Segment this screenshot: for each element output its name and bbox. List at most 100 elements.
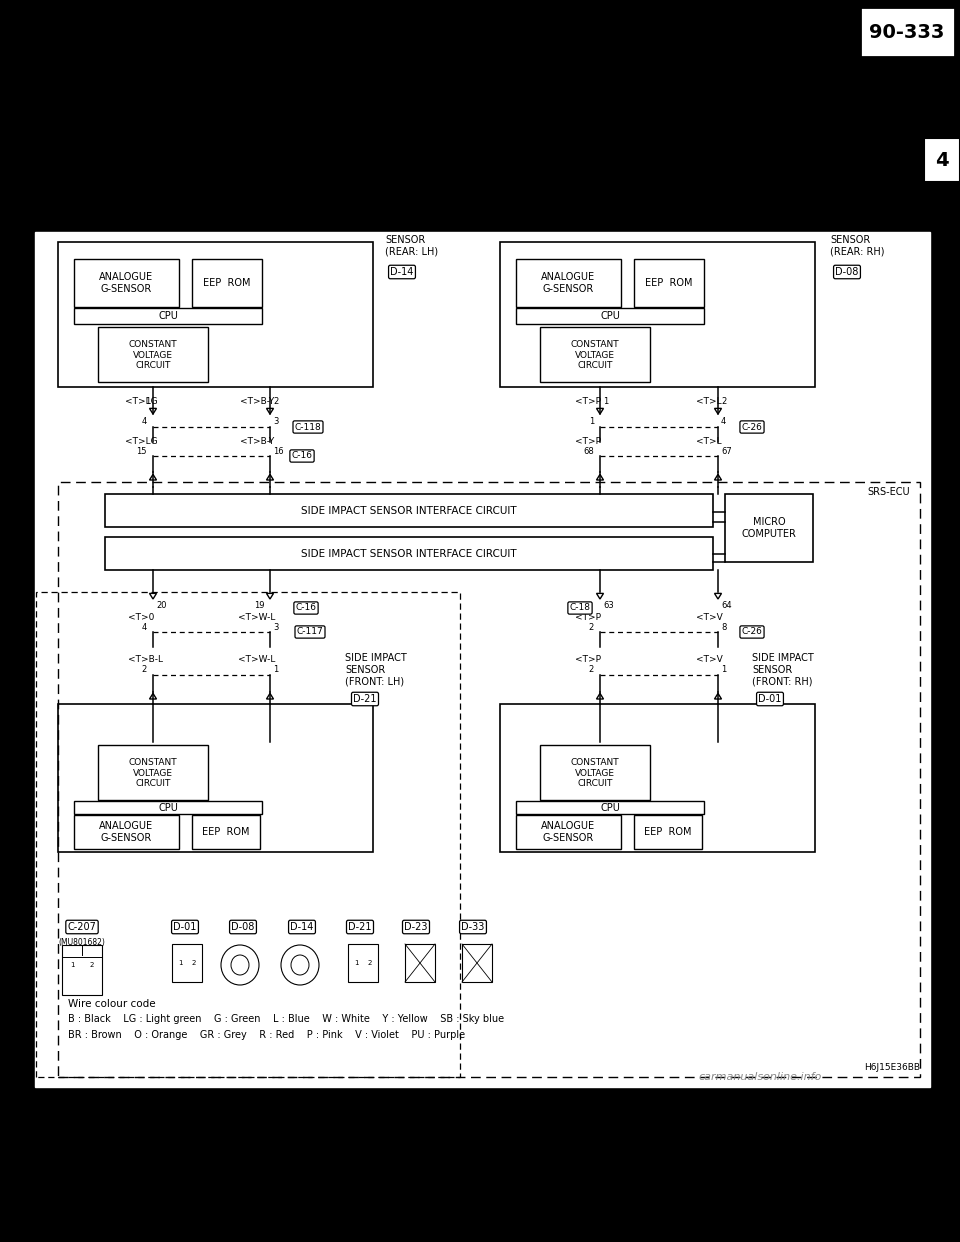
Text: 63: 63 [603,600,613,610]
Text: C-117: C-117 [297,627,324,636]
Text: C-16: C-16 [296,604,317,612]
Text: 2: 2 [192,960,196,966]
Text: <T>P: <T>P [575,437,601,447]
Text: D-08: D-08 [231,922,254,932]
Text: carmanualsonline.info: carmanualsonline.info [698,1072,822,1082]
Text: <T>B-L: <T>B-L [128,656,163,664]
Text: <T>P: <T>P [575,656,601,664]
Bar [74,260,179,307]
Text: BR : Brown    O : Orange    GR : Grey    R : Red    P : Pink    V : Violet    PU: BR : Brown O : Orange GR : Grey R : Red … [68,1030,466,1040]
Text: 20: 20 [156,600,166,610]
Text: <T>P: <T>P [575,614,601,622]
Text: 4: 4 [142,622,147,631]
Bar [62,945,102,995]
Text: EEP  ROM: EEP ROM [645,278,693,288]
Text: EEP  ROM: EEP ROM [203,827,250,837]
Bar [725,494,813,561]
Bar [860,7,955,57]
Text: 19: 19 [254,600,265,610]
Text: <T>B-Y: <T>B-Y [240,437,275,447]
Text: CONSTANT
VOLTAGE
CIRCUIT: CONSTANT VOLTAGE CIRCUIT [570,758,619,787]
Bar [192,260,262,307]
Text: 3: 3 [273,622,278,631]
Bar [348,944,378,982]
Text: C-16: C-16 [292,452,313,461]
Text: 1: 1 [178,960,182,966]
Bar [634,260,704,307]
Text: C-26: C-26 [741,422,762,431]
Text: SIDE IMPACT SENSOR INTERFACE CIRCUIT: SIDE IMPACT SENSOR INTERFACE CIRCUIT [301,549,516,559]
Text: 90-333: 90-333 [870,22,945,41]
Bar [74,308,262,324]
Text: D-14: D-14 [391,267,414,277]
Text: ANALOGUE
G-SENSOR: ANALOGUE G-SENSOR [540,821,595,843]
Text: 1: 1 [588,417,594,426]
Bar [516,308,704,324]
Bar [500,242,815,388]
Text: <T>LG: <T>LG [125,437,157,447]
Bar [634,815,702,850]
Bar [172,944,202,982]
Text: Wire colour code: Wire colour code [68,999,156,1009]
Text: C-18: C-18 [569,604,590,612]
Text: 64: 64 [721,600,732,610]
Text: <T>L: <T>L [696,397,722,406]
Text: CPU: CPU [158,804,178,814]
Text: SIDE IMPACT SENSOR INTERFACE CIRCUIT: SIDE IMPACT SENSOR INTERFACE CIRCUIT [301,505,516,515]
Bar [462,944,492,982]
Text: <T>W-L: <T>W-L [238,656,276,664]
Text: D-21: D-21 [348,922,372,932]
Text: 16: 16 [273,447,283,456]
Text: 1: 1 [273,666,278,674]
Text: D-33: D-33 [462,922,485,932]
Text: CPU: CPU [158,310,178,320]
Text: 2: 2 [90,963,94,968]
Text: SIDE IMPACT
SENSOR
(REAR: LH): SIDE IMPACT SENSOR (REAR: LH) [385,224,446,257]
Bar [74,801,262,814]
Bar [500,704,815,852]
Bar [58,242,373,388]
Bar [405,944,435,982]
Text: D-01: D-01 [174,922,197,932]
Bar [924,138,960,183]
Text: C-118: C-118 [295,422,322,431]
Text: <T>L: <T>L [696,437,722,447]
Text: 1: 1 [145,397,150,406]
Text: <T>LG: <T>LG [125,397,157,406]
Bar [74,815,179,850]
Text: 2: 2 [142,666,147,674]
Text: 67: 67 [721,447,732,456]
Text: 68: 68 [584,447,594,456]
Text: CONSTANT
VOLTAGE
CIRCUIT: CONSTANT VOLTAGE CIRCUIT [129,340,178,370]
Text: D-01: D-01 [758,694,781,704]
Text: CONSTANT
VOLTAGE
CIRCUIT: CONSTANT VOLTAGE CIRCUIT [570,340,619,370]
Bar [540,327,650,383]
Bar [516,260,621,307]
Text: SIDE IMPACT
SENSOR
(FRONT: RH): SIDE IMPACT SENSOR (FRONT: RH) [752,653,814,687]
Bar [105,494,713,527]
Text: SIDE IMPACT
SENSOR
(REAR: RH): SIDE IMPACT SENSOR (REAR: RH) [830,224,892,257]
Text: 1: 1 [603,397,609,406]
Bar [58,704,373,852]
Text: D-08: D-08 [835,267,858,277]
Text: CONSTANT
VOLTAGE
CIRCUIT: CONSTANT VOLTAGE CIRCUIT [129,758,178,787]
Text: <T>B-Y: <T>B-Y [240,397,275,406]
Text: <T>V: <T>V [696,614,723,622]
Bar [35,232,930,1087]
Text: D-23: D-23 [404,922,428,932]
Text: <T>V: <T>V [696,656,723,664]
Text: SIDE IMPACT
SENSOR
(FRONT: LH): SIDE IMPACT SENSOR (FRONT: LH) [345,653,407,687]
Bar [540,745,650,800]
Text: H6J15E36BB: H6J15E36BB [864,1063,920,1072]
Text: 8: 8 [721,622,727,631]
Bar [192,815,260,850]
Text: D-21: D-21 [353,694,376,704]
Text: <T>0: <T>0 [128,614,155,622]
Text: MICRO
COMPUTER: MICRO COMPUTER [741,517,797,539]
Text: EEP  ROM: EEP ROM [204,278,251,288]
Text: 1: 1 [70,963,74,968]
Text: 2: 2 [273,397,278,406]
Text: C-26: C-26 [741,627,762,636]
Text: ANALOGUE
G-SENSOR: ANALOGUE G-SENSOR [99,272,153,294]
Text: 2: 2 [588,666,594,674]
